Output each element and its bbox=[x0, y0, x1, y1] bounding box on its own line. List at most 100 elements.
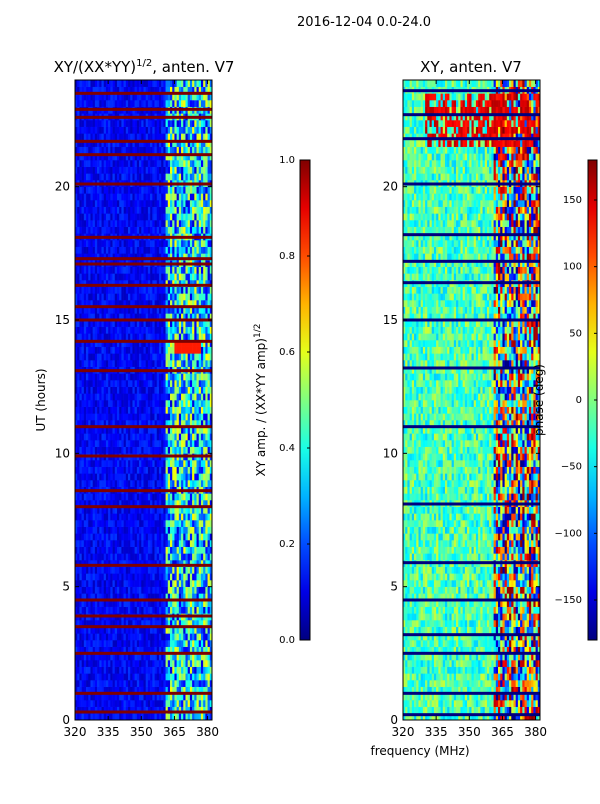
heatmap-cell bbox=[103, 593, 107, 601]
heatmap-cell bbox=[81, 633, 85, 641]
heatmap-cell bbox=[121, 320, 124, 327]
heatmap-cell bbox=[125, 353, 129, 361]
heatmap-cell bbox=[105, 313, 109, 321]
heatmap-cell bbox=[86, 193, 89, 201]
heatmap-cell bbox=[178, 500, 182, 507]
heatmap-cell bbox=[86, 646, 89, 654]
heatmap-cell bbox=[79, 226, 82, 234]
heatmap-cell bbox=[90, 393, 93, 401]
heatmap-cell bbox=[88, 493, 91, 501]
heatmap-cell bbox=[174, 460, 177, 467]
heatmap-cell bbox=[128, 226, 131, 234]
heatmap-cell bbox=[103, 680, 107, 687]
heatmap-cell bbox=[187, 360, 191, 367]
heatmap-cell bbox=[77, 520, 80, 527]
heatmap-cell bbox=[123, 306, 127, 314]
heatmap-cell bbox=[134, 266, 138, 274]
heatmap-cell bbox=[183, 246, 186, 254]
heatmap-cell bbox=[116, 593, 120, 601]
heatmap-cell bbox=[75, 306, 78, 314]
heatmap-cell bbox=[108, 226, 111, 234]
heatmap-cell bbox=[172, 513, 175, 521]
heatmap-cell bbox=[187, 246, 191, 254]
heatmap-cell bbox=[103, 386, 107, 394]
heatmap-cell bbox=[119, 193, 122, 201]
heatmap-cell bbox=[103, 640, 107, 647]
heatmap-cell bbox=[112, 193, 116, 201]
heatmap-cell bbox=[158, 506, 162, 514]
heatmap-cell bbox=[86, 586, 89, 594]
heatmap-cell bbox=[112, 620, 116, 627]
heatmap-cell bbox=[143, 300, 147, 307]
heatmap-cell bbox=[172, 680, 175, 687]
heatmap-cell bbox=[209, 266, 213, 274]
heatmap-cell bbox=[105, 700, 109, 707]
heatmap-cell bbox=[187, 386, 191, 394]
heatmap-cell bbox=[196, 206, 200, 214]
heatmap-cell bbox=[123, 533, 127, 541]
heatmap-cell bbox=[116, 266, 120, 274]
heatmap-cell bbox=[154, 246, 158, 254]
heatmap-cell bbox=[154, 426, 158, 434]
heatmap-cell bbox=[185, 386, 188, 394]
heatmap-cell bbox=[150, 293, 153, 301]
heatmap-cell bbox=[192, 400, 195, 407]
heatmap-cell bbox=[141, 533, 144, 541]
heatmap-cell bbox=[209, 386, 213, 394]
heatmap-cell bbox=[103, 546, 107, 554]
heatmap-cell bbox=[116, 440, 120, 447]
heatmap-cell bbox=[116, 560, 120, 567]
heatmap-cell bbox=[83, 440, 87, 447]
heatmap-cell bbox=[205, 213, 208, 221]
heatmap-cell bbox=[147, 560, 151, 567]
heatmap-cell bbox=[105, 553, 109, 561]
heatmap-cell bbox=[134, 346, 138, 354]
heatmap-cell bbox=[105, 353, 109, 361]
heatmap-cell bbox=[97, 646, 100, 654]
heatmap-cell bbox=[196, 666, 200, 674]
heatmap-cell bbox=[83, 673, 87, 681]
heatmap-cell bbox=[187, 646, 191, 654]
heatmap-cell bbox=[178, 386, 182, 394]
heatmap-cell bbox=[94, 340, 98, 347]
heatmap-cell bbox=[196, 326, 200, 334]
heatmap-cell bbox=[81, 433, 85, 441]
heatmap-cell bbox=[167, 640, 171, 647]
heatmap-cell bbox=[92, 393, 96, 401]
heatmap-cell bbox=[207, 700, 211, 707]
heatmap-cell bbox=[181, 293, 184, 301]
heatmap-cell bbox=[83, 300, 87, 307]
heatmap-cell bbox=[90, 460, 93, 467]
heatmap-cell bbox=[75, 646, 78, 654]
heatmap-cell bbox=[128, 506, 131, 514]
heatmap-cell bbox=[90, 466, 93, 474]
heatmap-cell bbox=[134, 540, 138, 547]
heatmap-cell bbox=[121, 206, 124, 214]
heatmap-cell bbox=[172, 533, 175, 541]
heatmap-cell bbox=[145, 273, 149, 281]
heatmap-cell bbox=[189, 713, 193, 721]
heatmap-cell bbox=[187, 626, 191, 634]
heatmap-cell bbox=[136, 633, 140, 641]
heatmap-cell bbox=[119, 480, 122, 487]
heatmap-cell bbox=[152, 500, 155, 507]
heatmap-cell bbox=[187, 326, 191, 334]
heatmap-cell bbox=[203, 566, 206, 574]
heatmap-cell bbox=[174, 560, 177, 567]
heatmap-cell bbox=[200, 300, 204, 307]
heatmap-cell bbox=[105, 346, 109, 354]
heatmap-cell bbox=[185, 673, 188, 681]
heatmap-cell bbox=[101, 333, 105, 341]
heatmap-cell bbox=[136, 280, 140, 287]
heatmap-cell bbox=[181, 226, 184, 234]
heatmap-cell bbox=[163, 246, 166, 254]
heatmap-cell bbox=[116, 393, 120, 401]
heatmap-cell bbox=[128, 340, 131, 347]
heatmap-cell bbox=[161, 220, 164, 227]
heatmap-cell bbox=[94, 466, 98, 474]
heatmap-cell bbox=[97, 320, 100, 327]
heatmap-cell bbox=[123, 500, 127, 507]
heatmap-cell bbox=[185, 226, 188, 234]
heatmap-cell bbox=[81, 460, 85, 467]
heatmap-cell bbox=[97, 700, 100, 707]
